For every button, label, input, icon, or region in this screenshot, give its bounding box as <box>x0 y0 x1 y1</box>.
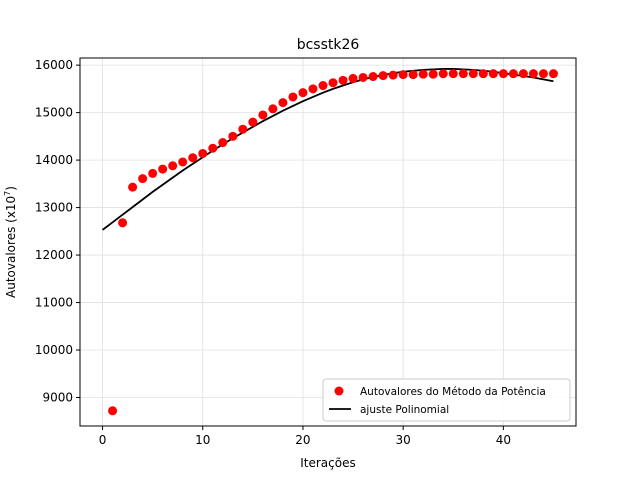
y-axis-label: Autovalores (x107) <box>3 186 18 298</box>
y-tick-label: 9000 <box>42 391 73 405</box>
data-point <box>118 218 128 228</box>
legend-box <box>322 378 571 422</box>
y-axis-label-suffix: ) <box>4 186 18 191</box>
data-point <box>288 92 298 102</box>
data-point <box>448 69 458 79</box>
y-axis: 9000 10000 11000 12000 13000 14000 15000 16000 <box>35 58 80 405</box>
y-tick-label: 13000 <box>35 201 73 215</box>
data-point <box>378 71 388 81</box>
data-point <box>548 69 558 79</box>
data-point <box>328 78 338 88</box>
data-point <box>208 143 218 153</box>
x-axis-label: Iterações <box>300 456 356 470</box>
data-point <box>368 72 378 82</box>
data-point <box>138 174 148 184</box>
legend-marker-scatter <box>334 386 344 396</box>
x-tick-label: 10 <box>195 433 210 447</box>
data-point <box>278 98 288 108</box>
data-point <box>478 69 488 79</box>
data-point <box>188 153 198 163</box>
data-point <box>408 70 418 80</box>
data-point <box>168 161 178 171</box>
legend-label-line: ajuste Polinomial <box>360 404 449 416</box>
x-tick-label: 40 <box>496 433 511 447</box>
y-tick-label: 10000 <box>35 343 73 357</box>
data-point <box>238 124 248 134</box>
y-axis-label-prefix: Autovalores (x10 <box>4 196 18 298</box>
data-point <box>268 104 278 114</box>
data-point <box>358 72 368 82</box>
x-tick-label: 30 <box>396 433 411 447</box>
data-point <box>398 70 408 80</box>
data-point <box>298 88 308 98</box>
data-point <box>538 69 548 79</box>
y-tick-label: 14000 <box>35 153 73 167</box>
data-point <box>338 75 348 85</box>
fit-line <box>102 68 554 231</box>
data-point <box>438 69 448 79</box>
data-point <box>388 70 398 80</box>
data-point <box>498 69 508 79</box>
x-tick-label: 0 <box>99 433 107 447</box>
chart-title: bcsstk26 <box>297 37 360 53</box>
data-point <box>308 84 318 94</box>
x-tick-label: 20 <box>295 433 310 447</box>
data-point <box>518 69 528 79</box>
legend: Autovalores do Método da Potência ajuste… <box>322 378 571 422</box>
data-point <box>248 117 258 127</box>
data-point <box>468 69 478 79</box>
data-point <box>318 81 328 91</box>
y-tick-label: 11000 <box>35 296 73 310</box>
scatter-points-layer <box>108 69 558 416</box>
data-point <box>488 69 498 79</box>
data-point <box>218 138 228 148</box>
data-point <box>158 164 168 174</box>
data-point <box>418 69 428 79</box>
data-point <box>178 157 188 167</box>
data-point <box>508 69 518 79</box>
data-point <box>348 73 358 83</box>
grid <box>80 58 576 426</box>
data-point <box>198 148 208 158</box>
data-point <box>108 406 118 416</box>
data-point <box>458 69 468 79</box>
y-axis-label-exponent: 7 <box>3 191 12 196</box>
y-tick-label: 12000 <box>35 248 73 262</box>
data-point <box>258 110 268 120</box>
data-point <box>228 131 238 141</box>
x-axis: 0 10 20 30 40 <box>99 426 511 447</box>
data-point <box>128 182 138 192</box>
plot-frame <box>79 57 577 427</box>
data-point <box>528 69 538 79</box>
data-point <box>428 69 438 79</box>
y-tick-label: 16000 <box>35 58 73 72</box>
fit-line-layer <box>102 68 554 231</box>
y-tick-label: 15000 <box>35 106 73 120</box>
data-point <box>148 168 158 178</box>
legend-label-scatter: Autovalores do Método da Potência <box>360 386 546 398</box>
